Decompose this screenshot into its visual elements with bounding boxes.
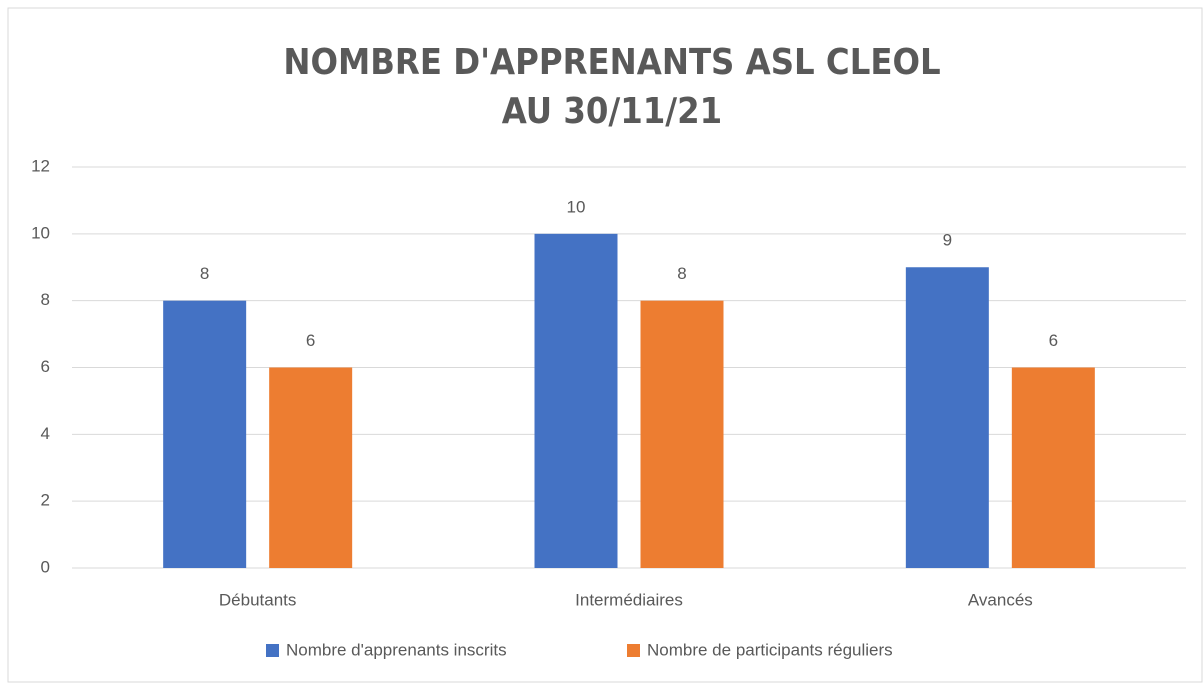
bar bbox=[640, 300, 724, 568]
y-tick-label: 12 bbox=[31, 156, 50, 175]
x-tick-label: Débutants bbox=[219, 590, 297, 609]
y-tick-label: 8 bbox=[41, 290, 50, 309]
data-label: 8 bbox=[677, 264, 686, 283]
legend-label: Nombre de participants réguliers bbox=[647, 640, 893, 659]
legend-label: Nombre d'apprenants inscrits bbox=[286, 640, 507, 659]
y-tick-label: 2 bbox=[41, 491, 50, 510]
y-tick-label: 4 bbox=[41, 424, 50, 443]
bar bbox=[163, 300, 247, 568]
y-tick-label: 0 bbox=[41, 557, 50, 576]
bar bbox=[1011, 367, 1095, 568]
legend-swatch bbox=[627, 644, 640, 657]
y-tick-label: 6 bbox=[41, 357, 50, 376]
y-tick-label: 10 bbox=[31, 223, 50, 242]
chart-title: NOMBRE D'APPRENANTS ASL CLEOL bbox=[283, 42, 940, 83]
data-label: 6 bbox=[306, 331, 315, 350]
x-tick-label: Intermédiaires bbox=[575, 590, 683, 609]
bar bbox=[534, 233, 618, 569]
bar bbox=[269, 367, 353, 568]
chart-title: AU 30/11/21 bbox=[502, 91, 722, 132]
bar bbox=[905, 267, 989, 568]
x-tick-label: Avancés bbox=[968, 590, 1033, 609]
data-label: 9 bbox=[943, 231, 952, 250]
data-label: 8 bbox=[200, 264, 209, 283]
legend-swatch bbox=[266, 644, 279, 657]
data-label: 10 bbox=[567, 197, 586, 216]
data-label: 6 bbox=[1049, 331, 1058, 350]
